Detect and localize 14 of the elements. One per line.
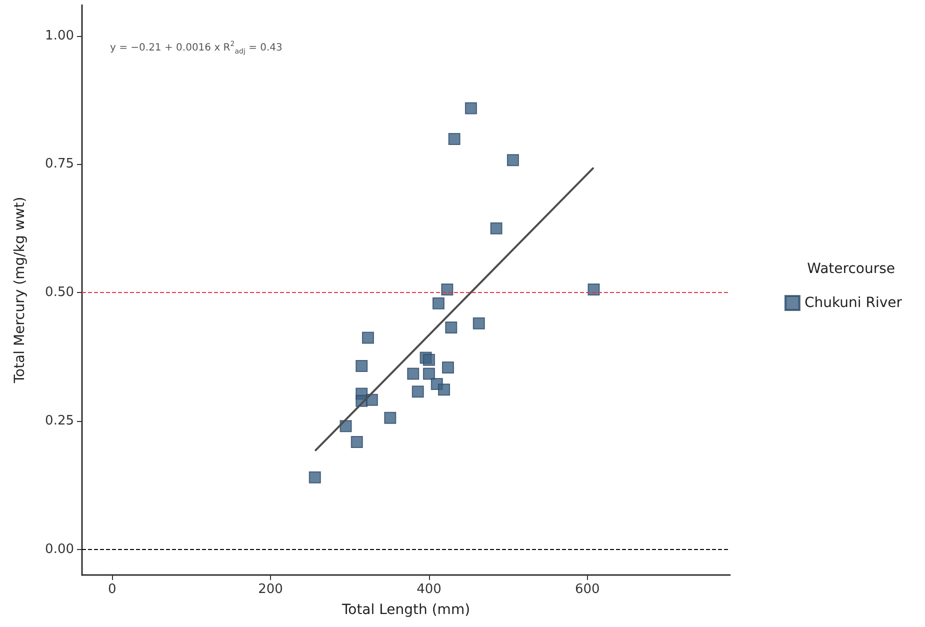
y-tick-label: 0.25 — [45, 413, 74, 428]
legend-title: Watercourse — [807, 261, 896, 277]
y-tick-label: 1.00 — [45, 28, 74, 44]
y-axis-title: Total Mercury (mg/kg wwt) — [12, 196, 28, 384]
x-tick-label: 600 — [574, 582, 600, 597]
y-tick-label: 0.50 — [45, 285, 74, 300]
x-axis-title: Total Length (mm) — [340, 602, 470, 618]
y-tick-label: 0.00 — [45, 542, 74, 557]
legend-label: Chukuni River — [804, 295, 902, 311]
annotation: y = −0.21 + 0.0016 x R$^{2}$$_{adj}$ = 0.43 — [110, 40, 282, 56]
x-tick-label: 200 — [258, 582, 283, 597]
x-tick-label: 400 — [416, 582, 442, 597]
y-tick-label: 0.75 — [45, 156, 74, 172]
x-tick-label: 0 — [108, 582, 116, 597]
